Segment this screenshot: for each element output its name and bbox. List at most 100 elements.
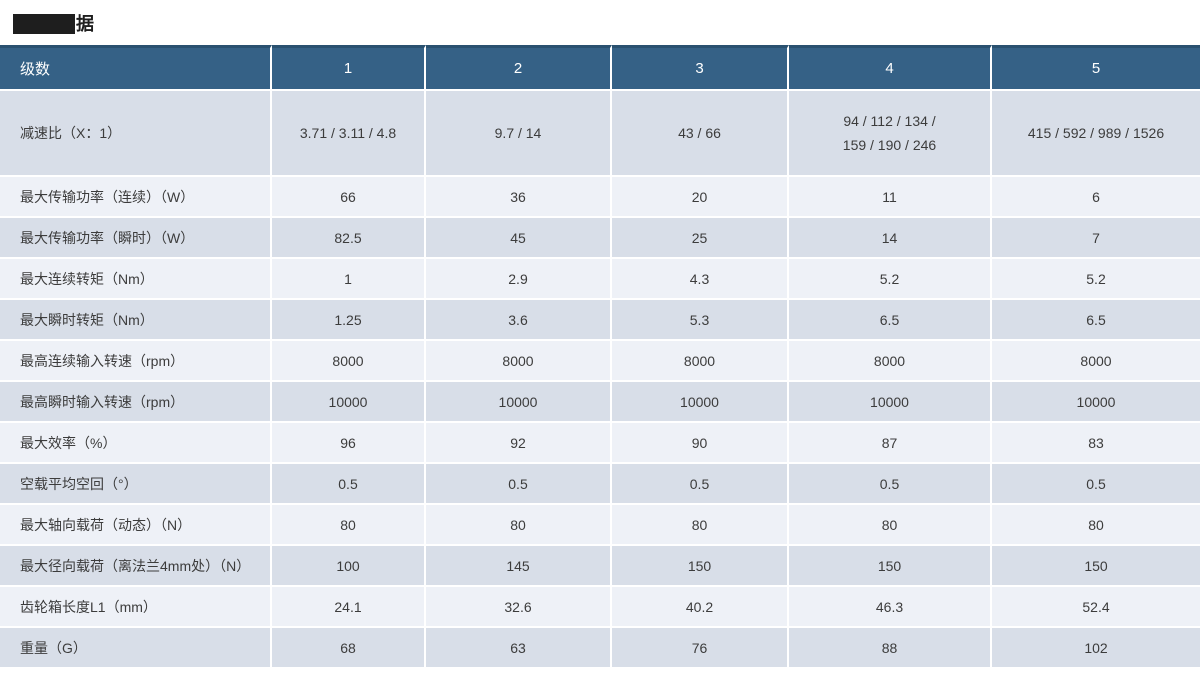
row-label: 减速比（X：1） <box>0 91 272 177</box>
header-cell-stage-5: 5 <box>992 45 1200 91</box>
table-row: 空载平均空回（°） 0.5 0.5 0.5 0.5 0.5 <box>0 464 1200 505</box>
title-redaction-block <box>13 14 75 34</box>
value-cell: 40.2 <box>612 587 789 628</box>
value-cell: 80 <box>992 505 1200 546</box>
value-cell: 3.6 <box>426 300 612 341</box>
value-cell: 145 <box>426 546 612 587</box>
value-cell: 10000 <box>426 382 612 423</box>
table-row: 最大轴向载荷（动态）（N） 80 80 80 80 80 <box>0 505 1200 546</box>
row-label: 最高瞬时输入转速（rpm） <box>0 382 272 423</box>
row-label: 最大传输功率（连续）（W） <box>0 177 272 218</box>
value-cell: 94 / 112 / 134 / 159 / 190 / 246 <box>789 91 992 177</box>
table-row: 减速比（X：1） 3.71 / 3.11 / 4.8 9.7 / 14 43 / 66… <box>0 91 1200 177</box>
value-cell: 415 / 592 / 989 / 1526 <box>992 91 1200 177</box>
value-cell: 102 <box>992 628 1200 667</box>
table-row: 最大径向载荷（离法兰4mm处）（N） 100 145 150 150 150 <box>0 546 1200 587</box>
header-cell-stage-2: 2 <box>426 45 612 91</box>
value-cell: 10000 <box>789 382 992 423</box>
row-label: 最大效率（%） <box>0 423 272 464</box>
row-label: 最大轴向载荷（动态）（N） <box>0 505 272 546</box>
value-cell: 82.5 <box>272 218 426 259</box>
value-cell: 8000 <box>992 341 1200 382</box>
value-cell: 63 <box>426 628 612 667</box>
value-cell: 32.6 <box>426 587 612 628</box>
value-cell: 1.25 <box>272 300 426 341</box>
value-cell: 11 <box>789 177 992 218</box>
page-title: 据 <box>13 13 94 35</box>
row-label: 齿轮箱长度L1（mm） <box>0 587 272 628</box>
table-row: 最高连续输入转速（rpm） 8000 8000 8000 8000 8000 <box>0 341 1200 382</box>
table-row: 最高瞬时输入转速（rpm） 10000 10000 10000 10000 10000 <box>0 382 1200 423</box>
value-cell: 0.5 <box>992 464 1200 505</box>
header-cell-stage-1: 1 <box>272 45 426 91</box>
value-cell: 10000 <box>992 382 1200 423</box>
row-label: 最大瞬时转矩（Nm） <box>0 300 272 341</box>
value-cell: 43 / 66 <box>612 91 789 177</box>
value-cell: 3.71 / 3.11 / 4.8 <box>272 91 426 177</box>
value-cell: 100 <box>272 546 426 587</box>
value-cell: 14 <box>789 218 992 259</box>
row-label: 最高连续输入转速（rpm） <box>0 341 272 382</box>
table-row: 最大瞬时转矩（Nm） 1.25 3.6 5.3 6.5 6.5 <box>0 300 1200 341</box>
value-cell: 92 <box>426 423 612 464</box>
value-cell: 0.5 <box>426 464 612 505</box>
value-cell: 5.2 <box>789 259 992 300</box>
value-cell: 6.5 <box>789 300 992 341</box>
value-cell: 88 <box>789 628 992 667</box>
value-cell: 9.7 / 14 <box>426 91 612 177</box>
table-row: 最大效率（%） 96 92 90 87 83 <box>0 423 1200 464</box>
row-label: 最大传输功率（瞬时）（W） <box>0 218 272 259</box>
value-cell: 76 <box>612 628 789 667</box>
value-cell: 80 <box>612 505 789 546</box>
value-cell: 5.3 <box>612 300 789 341</box>
value-cell: 25 <box>612 218 789 259</box>
value-cell: 8000 <box>789 341 992 382</box>
value-cell: 8000 <box>272 341 426 382</box>
value-cell: 96 <box>272 423 426 464</box>
value-cell: 6 <box>992 177 1200 218</box>
value-cell: 150 <box>612 546 789 587</box>
row-label: 最大径向载荷（离法兰4mm处）（N） <box>0 546 272 587</box>
value-cell: 0.5 <box>272 464 426 505</box>
value-cell: 10000 <box>272 382 426 423</box>
value-cell: 8000 <box>612 341 789 382</box>
value-cell: 4.3 <box>612 259 789 300</box>
value-cell: 52.4 <box>992 587 1200 628</box>
value-cell: 24.1 <box>272 587 426 628</box>
header-cell-stages: 级数 <box>0 45 272 91</box>
value-cell: 6.5 <box>992 300 1200 341</box>
value-cell: 1 <box>272 259 426 300</box>
value-cell: 87 <box>789 423 992 464</box>
table-row: 最大连续转矩（Nm） 1 2.9 4.3 5.2 5.2 <box>0 259 1200 300</box>
table-row: 最大传输功率（瞬时）（W） 82.5 45 25 14 7 <box>0 218 1200 259</box>
value-cell: 2.9 <box>426 259 612 300</box>
value-cell: 7 <box>992 218 1200 259</box>
value-cell: 8000 <box>426 341 612 382</box>
value-cell: 80 <box>426 505 612 546</box>
value-cell: 36 <box>426 177 612 218</box>
value-cell: 45 <box>426 218 612 259</box>
row-label: 重量（G） <box>0 628 272 667</box>
value-cell: 90 <box>612 423 789 464</box>
value-cell: 80 <box>789 505 992 546</box>
value-cell: 0.5 <box>789 464 992 505</box>
table-row: 齿轮箱长度L1（mm） 24.1 32.6 40.2 46.3 52.4 <box>0 587 1200 628</box>
value-cell: 66 <box>272 177 426 218</box>
value-cell: 68 <box>272 628 426 667</box>
value-cell: 150 <box>789 546 992 587</box>
row-label: 空载平均空回（°） <box>0 464 272 505</box>
header-cell-stage-3: 3 <box>612 45 789 91</box>
value-cell: 80 <box>272 505 426 546</box>
table-row: 重量（G） 68 63 76 88 102 <box>0 628 1200 667</box>
table-row: 最大传输功率（连续）（W） 66 36 20 11 6 <box>0 177 1200 218</box>
row-label: 最大连续转矩（Nm） <box>0 259 272 300</box>
value-cell: 0.5 <box>612 464 789 505</box>
value-cell: 46.3 <box>789 587 992 628</box>
value-cell: 83 <box>992 423 1200 464</box>
value-cell: 5.2 <box>992 259 1200 300</box>
spec-table-body: 减速比（X：1） 3.71 / 3.11 / 4.8 9.7 / 14 43 / 66… <box>0 91 1200 667</box>
